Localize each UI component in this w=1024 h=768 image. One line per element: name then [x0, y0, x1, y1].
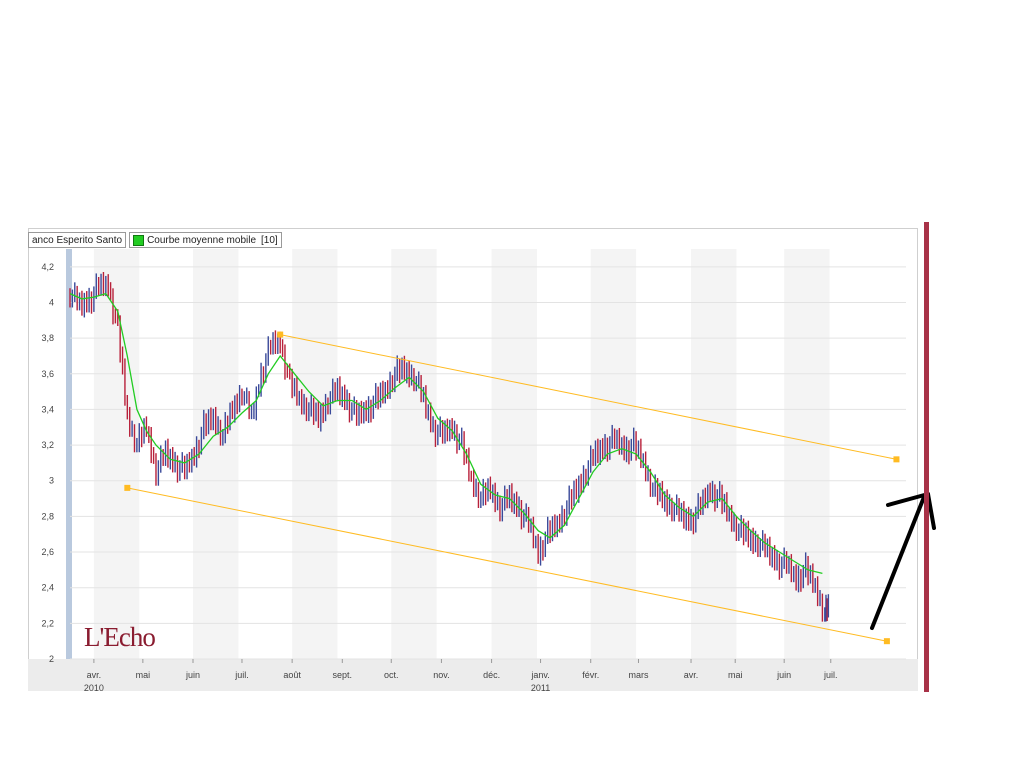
right-edge-bar — [924, 222, 929, 692]
legend-series[interactable]: anco Esperito Santo — [28, 232, 127, 248]
legend-series-label: anco Esperito Santo — [32, 234, 123, 246]
y-axis-strip — [66, 249, 72, 659]
trendline-lower — [127, 487, 887, 642]
y-tick-label: 4,2 — [41, 262, 54, 272]
y-tick-label: 3 — [49, 476, 54, 486]
x-tick-label: juil. — [234, 670, 249, 680]
up-arrow-annotation — [870, 492, 936, 630]
month-band — [193, 249, 239, 659]
month-band — [491, 249, 537, 659]
y-tick-label: 2,2 — [41, 618, 54, 628]
lecho-logo: L'Echo — [84, 622, 155, 652]
trendline-handle — [277, 331, 284, 338]
y-tick-label: 3,8 — [41, 333, 54, 343]
x-tick-label: nov. — [433, 670, 449, 680]
month-band — [93, 249, 140, 659]
month-band — [391, 249, 437, 659]
x-tick-label: avr. — [87, 670, 102, 680]
y-tick-label: 2 — [49, 654, 54, 664]
x-tick-label: oct. — [384, 670, 399, 680]
x-tick-label: déc. — [483, 670, 500, 680]
chart-legend: anco Esperito Santo Courbe moyenne mobil… — [28, 232, 282, 248]
y-tick-label: 3,4 — [41, 404, 54, 414]
trendline-upper — [280, 334, 897, 460]
moving-average-line — [69, 292, 823, 575]
month-band — [691, 249, 737, 659]
y-tick-label: 2,6 — [41, 547, 54, 557]
x-tick-label: janv. — [530, 670, 549, 680]
x-year-label: 2010 — [84, 683, 104, 693]
y-tick-label: 3,2 — [41, 440, 54, 450]
month-band — [292, 249, 338, 659]
x-axis-area — [28, 659, 918, 691]
green-swatch-icon — [133, 234, 145, 246]
x-tick-label: août — [283, 670, 301, 680]
y-tick-label: 2,8 — [41, 511, 54, 521]
x-year-label: 2011 — [531, 683, 550, 693]
x-tick-label: mai — [136, 670, 151, 680]
trendline-handle — [124, 484, 131, 491]
x-tick-label: juil. — [823, 670, 838, 680]
x-tick-label: mai — [728, 670, 743, 680]
legend-ma-period: [10] — [261, 234, 278, 246]
x-tick-label: juin — [185, 670, 200, 680]
y-tick-label: 2,4 — [41, 583, 54, 593]
month-band — [784, 249, 830, 659]
x-tick-label: juin — [776, 670, 791, 680]
trendline-handle — [893, 456, 900, 463]
x-tick-label: avr. — [684, 670, 699, 680]
x-tick-label: févr. — [582, 670, 599, 680]
legend-moving-average[interactable]: Courbe moyenne mobile [10] — [129, 232, 282, 248]
y-tick-label: 4 — [49, 297, 54, 307]
x-tick-label: sept. — [333, 670, 353, 680]
trendline-handle — [883, 638, 890, 645]
legend-ma-label: Courbe moyenne mobile — [147, 234, 257, 246]
chart-frame — [28, 228, 918, 691]
x-tick-label: mars — [628, 670, 648, 680]
y-tick-label: 3,6 — [41, 369, 54, 379]
